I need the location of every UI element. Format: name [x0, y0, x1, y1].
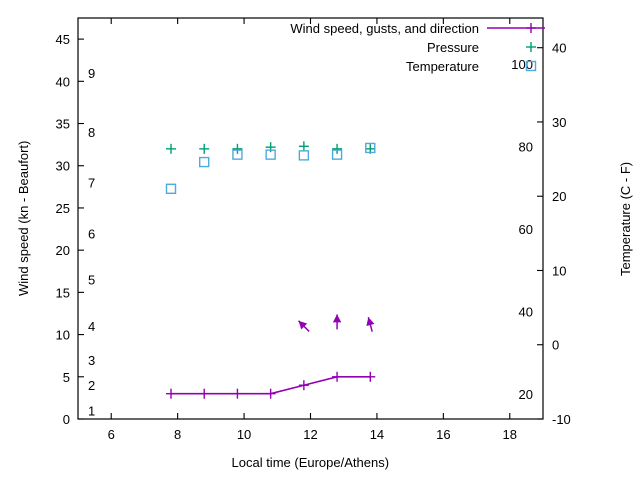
fahrenheit-label-20: 20 [519, 387, 533, 402]
x-axis-title: Local time (Europe/Athens) [231, 455, 390, 470]
fahrenheit-label-40: 40 [519, 305, 533, 320]
y-tick-label-5: 5 [63, 370, 70, 385]
y2-tick-label--10: -10 [552, 412, 571, 427]
y2-tick-label-40: 40 [552, 41, 566, 56]
x-tick-label-16: 16 [436, 427, 450, 442]
datapoint-temperature-2 [232, 149, 243, 160]
fahrenheit-label-80: 80 [519, 140, 533, 155]
wind-direction-arrow-0 [298, 320, 310, 332]
fahrenheit-label-60: 60 [519, 222, 533, 237]
beaufort-label-7: 7 [88, 176, 95, 191]
x-tick-label-12: 12 [303, 427, 317, 442]
y-tick-label-35: 35 [56, 117, 70, 132]
beaufort-label-1: 1 [88, 404, 95, 419]
y-tick-label-15: 15 [56, 285, 70, 300]
y2-tick-label-20: 20 [552, 189, 566, 204]
y2-tick-label-10: 10 [552, 263, 566, 278]
wind-direction-arrow-1 [332, 314, 342, 330]
x-tick-label-10: 10 [237, 427, 251, 442]
x-tick-label-8: 8 [174, 427, 181, 442]
y-tick-label-0: 0 [63, 412, 70, 427]
y2-tick-label-0: 0 [552, 338, 559, 353]
beaufort-label-5: 5 [88, 273, 95, 288]
x-tick-label-18: 18 [503, 427, 517, 442]
y-tick-label-25: 25 [56, 201, 70, 216]
y-axis-right-title: Temperature (C - F) [618, 161, 633, 276]
legend-label-1: Pressure [427, 40, 479, 55]
datapoint-temperature-5 [331, 149, 343, 160]
datapoint-temperature-4 [298, 150, 310, 161]
datapoint-temperature-3 [265, 149, 276, 160]
y2-tick-label-30: 30 [552, 115, 566, 130]
x-tick-label-14: 14 [370, 427, 384, 442]
y-tick-label-45: 45 [56, 32, 70, 47]
y-tick-label-20: 20 [56, 243, 70, 258]
beaufort-label-9: 9 [88, 66, 95, 81]
legend-label-2: Temperature [406, 59, 479, 74]
y-tick-label-30: 30 [56, 159, 70, 174]
beaufort-label-3: 3 [88, 353, 95, 368]
wind-direction-arrow-2 [366, 317, 375, 332]
beaufort-label-6: 6 [88, 226, 95, 241]
datapoint-temperature-0 [165, 183, 177, 194]
datapoint-temperature-1 [199, 156, 210, 168]
y-axis-left-title: Wind speed (kn - Beaufort) [16, 140, 31, 296]
y-tick-label-10: 10 [56, 328, 70, 343]
beaufort-label-8: 8 [88, 125, 95, 140]
plot-frame [77, 17, 544, 420]
y-tick-label-40: 40 [56, 74, 70, 89]
beaufort-label-2: 2 [88, 378, 95, 393]
legend-label-0: Wind speed, gusts, and direction [290, 21, 479, 36]
beaufort-label-4: 4 [88, 319, 95, 334]
x-tick-label-6: 6 [108, 427, 115, 442]
legend-marker-2 [525, 60, 537, 72]
datapoint-temperature-6 [365, 142, 376, 154]
